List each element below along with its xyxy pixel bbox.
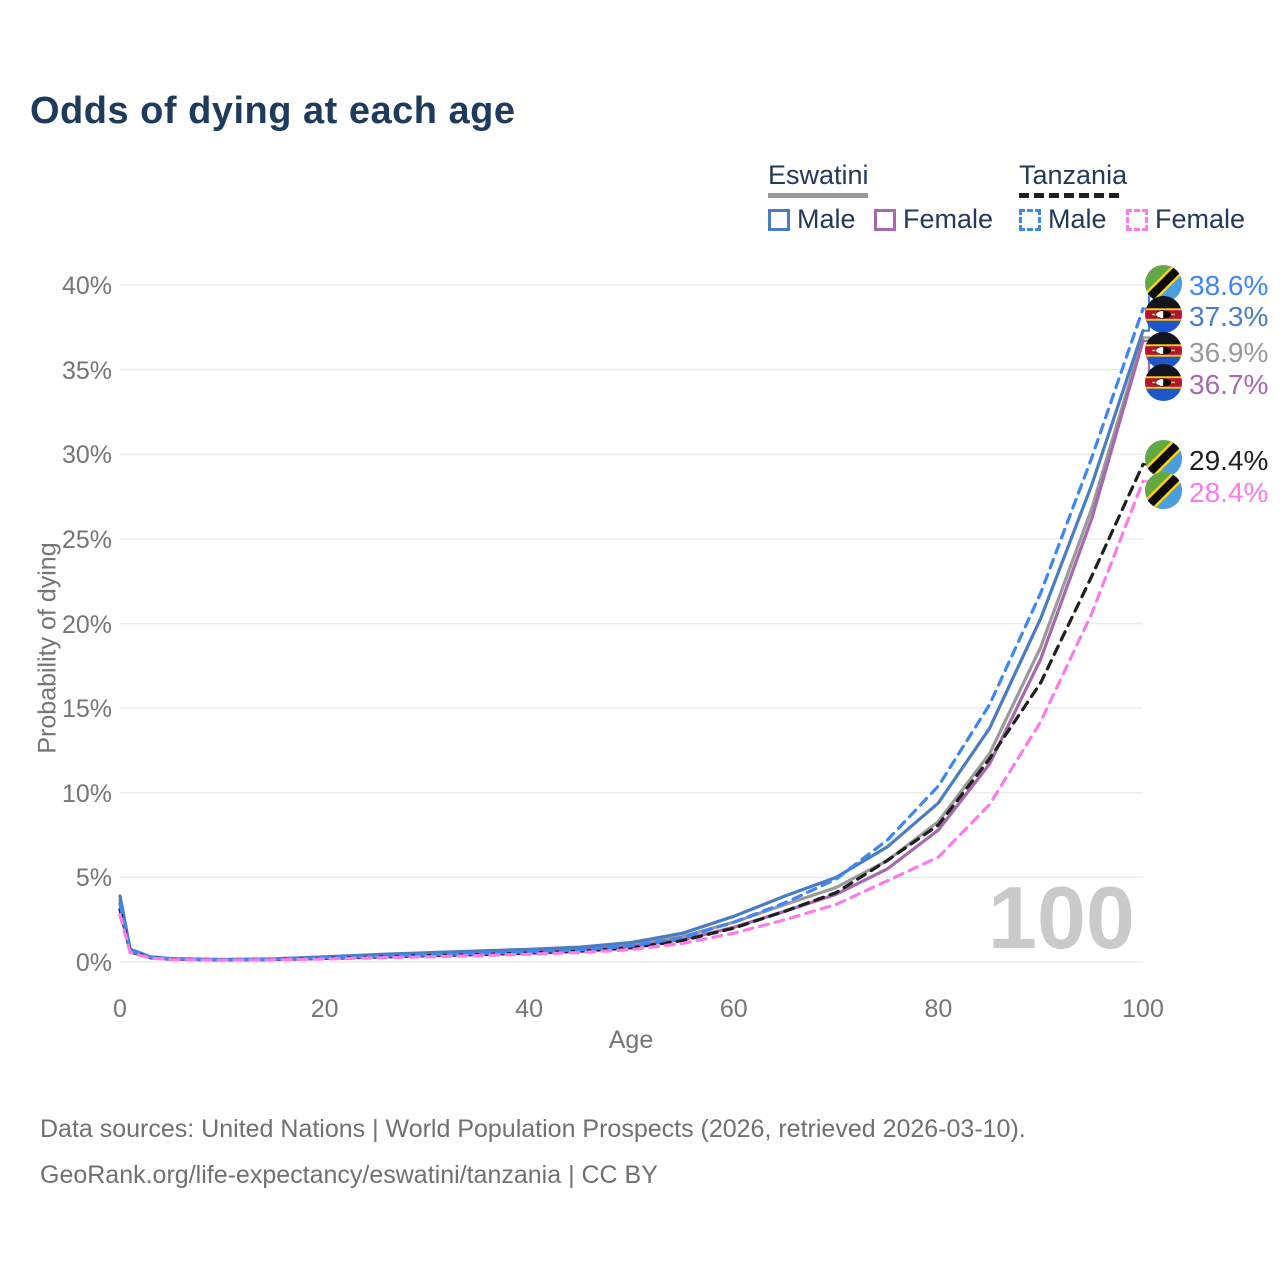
- end-label-tanzania-male: 38.6%: [1145, 265, 1268, 307]
- series-line-tanzania_male: [118, 307, 1145, 962]
- legend-eswatini-line-sample: [768, 193, 868, 198]
- y-tick-label: 15%: [61, 695, 112, 724]
- x-tick-label: 40: [515, 995, 544, 1023]
- flag-slot: [1145, 440, 1182, 482]
- legend-label: Female: [903, 204, 994, 234]
- eswatini-flag-icon: [1145, 364, 1182, 401]
- series-line-eswatini_both: [118, 335, 1145, 962]
- footer: Data sources: United Nations | World Pop…: [40, 1106, 1026, 1198]
- tanzania-male-swatch-icon: [1019, 208, 1041, 231]
- series-line-tanzania_female: [118, 479, 1145, 962]
- tanzania-flag-icon: [1145, 440, 1182, 477]
- tanzania-female-swatch-icon: [1126, 208, 1148, 231]
- x-tick-label: 100: [1122, 995, 1164, 1023]
- flag-slot: [1145, 296, 1182, 338]
- x-tick-label: 0: [113, 995, 127, 1023]
- end-label-eswatini-female: 36.7%: [1145, 364, 1268, 406]
- age-counter-watermark: 100: [988, 868, 1135, 967]
- legend-label: Male: [1048, 204, 1107, 234]
- legend-group-tanzania-title: Tanzania: [1019, 160, 1128, 190]
- end-label-tanzania-female: 28.4%: [1145, 472, 1268, 514]
- end-label-value: 38.6%: [1189, 270, 1269, 301]
- end-label-value: 36.9%: [1189, 337, 1269, 368]
- flag-slot: [1145, 265, 1182, 307]
- legend-label: Male: [797, 204, 856, 234]
- y-tick-label: 5%: [75, 864, 112, 893]
- eswatini-flag-icon: [1145, 296, 1182, 333]
- x-tick-label: 60: [719, 995, 748, 1023]
- end-label-tanzania-both: 29.4%: [1145, 440, 1268, 482]
- page-title: Odds of dying at each age: [30, 90, 516, 132]
- eswatini-male-swatch-icon: [768, 208, 790, 231]
- y-tick-label: 10%: [61, 779, 112, 808]
- y-tick-label: 30%: [61, 441, 112, 470]
- end-label-value: 28.4%: [1189, 477, 1269, 508]
- end-label-value: 37.3%: [1189, 301, 1269, 332]
- eswatini-female-swatch-icon: [874, 208, 896, 231]
- tanzania-flag-icon: [1145, 472, 1182, 509]
- y-tick-label: 0%: [75, 949, 112, 977]
- legend-tanzania-line-sample: [1019, 193, 1119, 198]
- data-sources-text: Data sources: United Nations | World Pop…: [40, 1115, 1026, 1143]
- series-line-eswatini_male: [118, 329, 1145, 962]
- series-line-eswatini_female: [118, 339, 1145, 962]
- y-tick-label: 20%: [61, 610, 112, 639]
- legend-item-eswatini-male[interactable]: Male: [768, 204, 856, 235]
- legend-item-eswatini-female[interactable]: Female: [874, 204, 993, 235]
- source-url-text: GeoRank.org/life-expectancy/eswatini/tan…: [40, 1161, 658, 1189]
- legend-item-tanzania-female[interactable]: Female: [1126, 204, 1245, 235]
- eswatini-flag-icon: [1145, 332, 1182, 369]
- end-label-value: 36.7%: [1189, 369, 1269, 400]
- end-label-eswatini-both: 36.9%: [1145, 332, 1268, 374]
- y-tick-label: 40%: [61, 272, 112, 300]
- legend-item-tanzania-male[interactable]: Male: [1019, 204, 1107, 235]
- y-tick-label: 35%: [61, 356, 112, 385]
- x-axis-title: Age: [608, 1026, 654, 1054]
- legend-group-eswatini-title: Eswatini: [768, 160, 869, 190]
- flag-slot: [1145, 472, 1182, 514]
- end-label-eswatini-male: 37.3%: [1145, 296, 1268, 338]
- y-tick-label: 25%: [61, 525, 112, 554]
- end-label-value: 29.4%: [1189, 445, 1269, 476]
- flag-slot: [1145, 332, 1182, 374]
- tanzania-flag-icon: [1145, 265, 1182, 302]
- legend-label: Female: [1155, 204, 1246, 234]
- x-tick-label: 20: [310, 995, 339, 1023]
- x-tick-label: 80: [924, 995, 953, 1023]
- flag-slot: [1145, 364, 1182, 406]
